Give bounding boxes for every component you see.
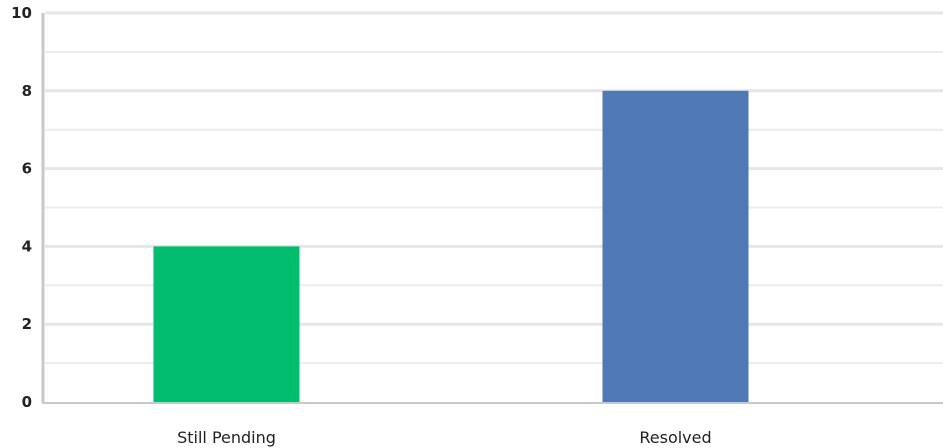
x-axis-labels: Still Pending Resolved (177, 428, 712, 447)
x-category-label: Resolved (639, 428, 711, 447)
y-tick-label: 6 (22, 160, 32, 178)
x-category-label: Still Pending (177, 428, 276, 447)
y-tick-label: 0 (22, 393, 32, 411)
y-tick-label: 10 (11, 4, 32, 22)
bars (153, 90, 749, 403)
y-tick-label: 8 (22, 82, 32, 100)
bar-resolved[interactable] (602, 90, 749, 403)
bar-still-pending[interactable] (153, 246, 300, 402)
y-tick-label: 4 (22, 237, 32, 255)
y-axis-ticks: 0 2 4 6 8 10 (11, 4, 32, 411)
y-tick-label: 2 (22, 315, 32, 333)
